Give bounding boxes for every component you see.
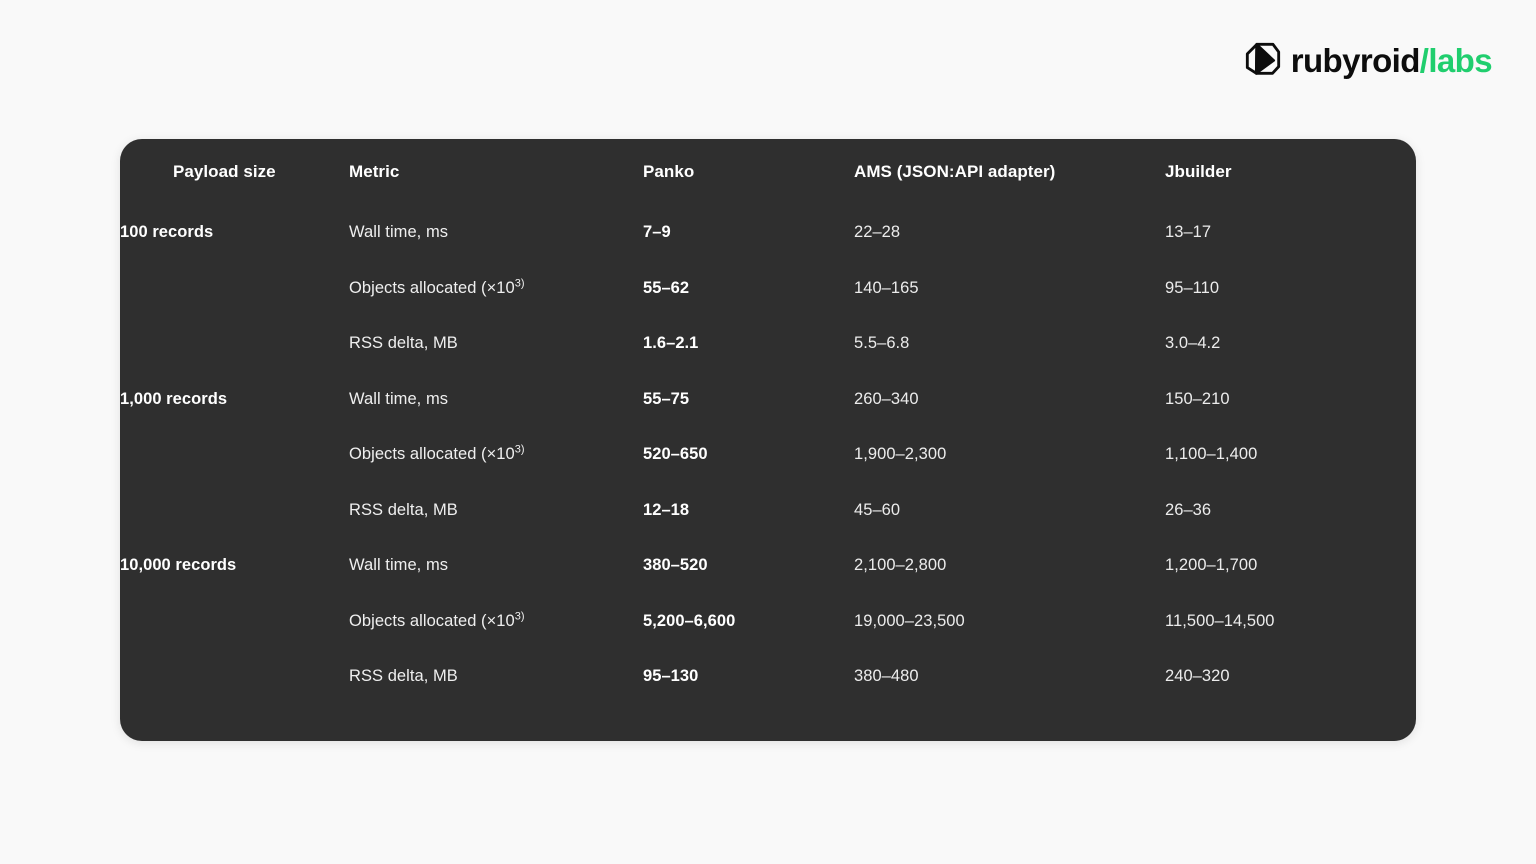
benchmark-table-card: Payload size Metric Panko AMS (JSON:API … xyxy=(120,139,1416,741)
metric-label: Objects allocated (×10 xyxy=(349,278,515,297)
cell-payload-size xyxy=(120,261,349,317)
cell-jbuilder: 11,500–14,500 xyxy=(1165,611,1275,630)
cell-payload-size xyxy=(120,594,349,650)
cell-metric: Wall time, ms xyxy=(349,372,643,428)
cell-payload-size xyxy=(120,483,349,539)
brand-suffix: /labs xyxy=(1419,41,1493,79)
cell-metric: Wall time, ms xyxy=(349,205,643,261)
cell-payload-size xyxy=(120,427,349,483)
cell-ams: 380–480 xyxy=(854,667,919,686)
cell-jbuilder: 240–320 xyxy=(1165,667,1230,686)
table-row: 10,000 records Wall time, ms 380–520 2,1… xyxy=(120,538,1416,594)
rubyroid-diamond-mark-icon xyxy=(1245,42,1280,75)
column-header-jbuilder: Jbuilder xyxy=(1165,162,1232,181)
table-row: 100 records Wall time, ms 7–9 22–28 13–1… xyxy=(120,205,1416,261)
cell-metric: RSS delta, MB xyxy=(349,316,643,372)
table-row: 1,000 records Wall time, ms 55–75 260–34… xyxy=(120,372,1416,428)
benchmark-table: Payload size Metric Panko AMS (JSON:API … xyxy=(120,139,1416,705)
cell-jbuilder: 3.0–4.2 xyxy=(1165,334,1221,353)
cell-metric: Objects allocated (×103) xyxy=(349,594,643,650)
cell-metric: RSS delta, MB xyxy=(349,649,643,705)
table-row: RSS delta, MB 12–18 45–60 26–36 xyxy=(120,483,1416,539)
metric-superscript: 3) xyxy=(514,443,525,456)
cell-ams: 22–28 xyxy=(854,223,901,242)
metric-label: Wall time, ms xyxy=(349,223,449,242)
column-header-ams: AMS (JSON:API adapter) xyxy=(854,162,1056,181)
cell-panko: 55–62 xyxy=(643,278,690,297)
cell-ams: 260–340 xyxy=(854,389,919,408)
cell-panko: 380–520 xyxy=(643,556,708,575)
cell-panko: 95–130 xyxy=(643,667,699,686)
brand-name: rubyroid xyxy=(1290,41,1421,79)
metric-label: RSS delta, MB xyxy=(349,334,458,353)
cell-panko: 1.6–2.1 xyxy=(643,334,699,353)
cell-payload-size: 1,000 records xyxy=(120,389,228,408)
column-header-panko: Panko xyxy=(643,162,695,181)
table-row: RSS delta, MB 1.6–2.1 5.5–6.8 3.0–4.2 xyxy=(120,316,1416,372)
table-header: Payload size Metric Panko AMS (JSON:API … xyxy=(120,139,1416,205)
cell-metric: Objects allocated (×103) xyxy=(349,261,643,317)
cell-panko: 520–650 xyxy=(643,445,708,464)
cell-panko: 5,200–6,600 xyxy=(643,611,736,630)
brand-logo: rubyroid/labs xyxy=(1244,38,1493,82)
cell-ams: 45–60 xyxy=(854,500,901,519)
metric-label: RSS delta, MB xyxy=(349,500,458,519)
metric-superscript: 3) xyxy=(514,610,525,623)
cell-payload-size: 10,000 records xyxy=(120,556,237,575)
cell-ams: 5.5–6.8 xyxy=(854,334,910,353)
cell-jbuilder: 1,200–1,700 xyxy=(1165,556,1258,575)
table-body: 100 records Wall time, ms 7–9 22–28 13–1… xyxy=(120,205,1416,705)
cell-payload-size xyxy=(120,649,349,705)
cell-panko: 12–18 xyxy=(643,500,690,519)
table-row: RSS delta, MB 95–130 380–480 240–320 xyxy=(120,649,1416,705)
table-row: Objects allocated (×103) 55–62 140–165 9… xyxy=(120,261,1416,317)
metric-superscript: 3) xyxy=(514,277,525,290)
cell-metric: Wall time, ms xyxy=(349,538,643,594)
table-row: Objects allocated (×103) 5,200–6,600 19,… xyxy=(120,594,1416,650)
cell-metric: RSS delta, MB xyxy=(349,483,643,539)
cell-jbuilder: 150–210 xyxy=(1165,389,1230,408)
metric-label: Objects allocated (×10 xyxy=(349,445,515,464)
cell-panko: 7–9 xyxy=(643,223,671,242)
table-row: Objects allocated (×103) 520–650 1,900–2… xyxy=(120,427,1416,483)
cell-ams: 140–165 xyxy=(854,278,919,297)
brand-wordmark: rubyroid/labs xyxy=(1290,41,1493,79)
metric-label: Wall time, ms xyxy=(349,556,449,575)
cell-payload-size xyxy=(120,316,349,372)
cell-ams: 2,100–2,800 xyxy=(854,556,947,575)
cell-jbuilder: 1,100–1,400 xyxy=(1165,445,1258,464)
cell-panko: 55–75 xyxy=(643,389,690,408)
column-header-metric: Metric xyxy=(349,162,400,181)
cell-jbuilder: 13–17 xyxy=(1165,223,1212,242)
column-header-payload-size: Payload size xyxy=(173,162,276,181)
metric-label: Objects allocated (×10 xyxy=(349,611,515,630)
cell-jbuilder: 95–110 xyxy=(1165,278,1220,297)
header-row: Payload size Metric Panko AMS (JSON:API … xyxy=(120,139,1416,205)
cell-ams: 1,900–2,300 xyxy=(854,445,947,464)
cell-jbuilder: 26–36 xyxy=(1165,500,1212,519)
cell-payload-size: 100 records xyxy=(120,223,214,242)
metric-label: RSS delta, MB xyxy=(349,667,458,686)
cell-ams: 19,000–23,500 xyxy=(854,611,965,630)
cell-metric: Objects allocated (×103) xyxy=(349,427,643,483)
metric-label: Wall time, ms xyxy=(349,389,449,408)
